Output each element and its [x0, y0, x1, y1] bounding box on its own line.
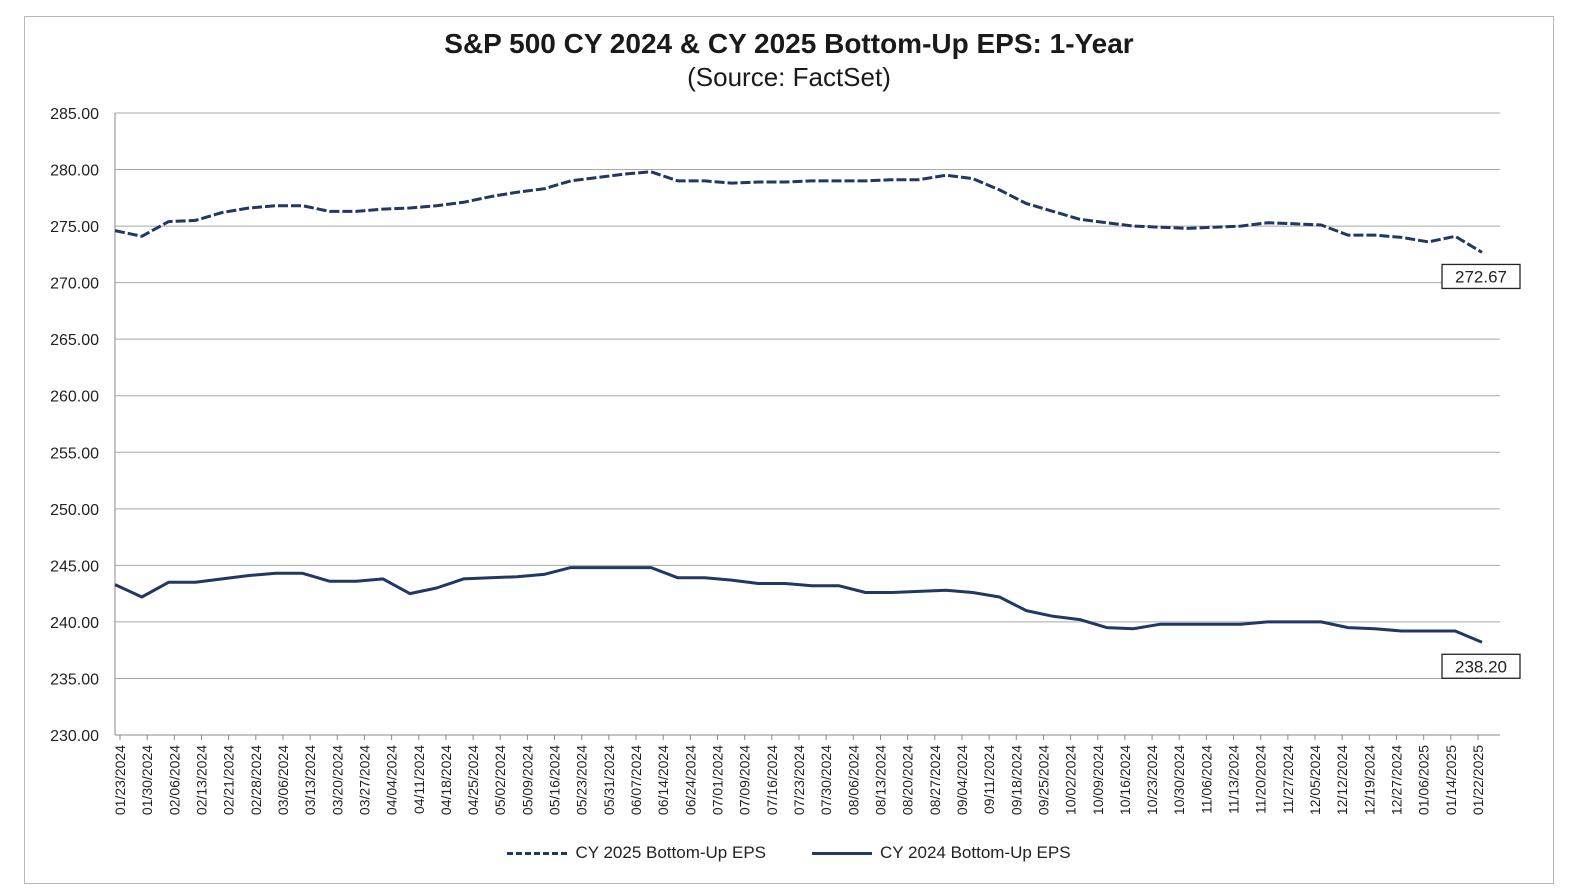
x-tick-label: 06/07/2024	[628, 745, 644, 815]
x-tick-label: 02/28/2024	[248, 745, 264, 815]
x-tick-label: 12/27/2024	[1389, 745, 1405, 815]
x-tick-label: 04/25/2024	[465, 745, 481, 815]
y-tick-label: 265.00	[50, 332, 99, 349]
x-tick-label: 05/31/2024	[601, 745, 617, 815]
legend-label-cy2024: CY 2024 Bottom-Up EPS	[880, 843, 1071, 862]
x-tick-label: 07/23/2024	[791, 745, 807, 815]
series-line-cy2025	[114, 170, 1483, 254]
y-tick-label: 235.00	[50, 671, 99, 688]
x-tick-label: 09/11/2024	[981, 745, 997, 814]
x-tick-label: 06/24/2024	[682, 745, 698, 815]
y-tick-label: 280.00	[50, 163, 99, 180]
x-tick-label: 02/21/2024	[221, 745, 237, 815]
x-tick-label: 10/16/2024	[1117, 745, 1133, 815]
x-tick-label: 11/13/2024	[1226, 745, 1242, 814]
x-tick-label: 12/05/2024	[1307, 745, 1323, 815]
end-label-box	[1441, 653, 1521, 679]
chart-frame	[24, 16, 1554, 884]
x-tick-label: 04/11/2024	[411, 745, 427, 814]
x-tick-label: 11/27/2024	[1280, 745, 1296, 814]
x-tick-label: 07/09/2024	[737, 745, 753, 815]
x-tick-label: 01/14/2025	[1443, 745, 1459, 815]
y-tick-label: 255.00	[50, 445, 99, 462]
x-tick-label: 08/13/2024	[872, 745, 888, 815]
y-tick-label: 240.00	[50, 615, 99, 632]
x-tick-label: 09/18/2024	[1008, 745, 1024, 815]
y-tick-label: 260.00	[50, 389, 99, 406]
x-tick-label: 05/23/2024	[574, 745, 590, 815]
chart-title: S&P 500 CY 2024 & CY 2025 Bottom-Up EPS:…	[444, 28, 1134, 59]
x-tick-label: 10/23/2024	[1144, 745, 1160, 815]
x-tick-label: 01/23/2024	[112, 745, 128, 815]
x-tick-label: 10/09/2024	[1090, 745, 1106, 815]
legend-item-cy2025: CY 2025 Bottom-Up EPS	[507, 843, 766, 863]
x-tick-label: 09/25/2024	[1035, 745, 1051, 815]
x-tick-label: 08/20/2024	[900, 745, 916, 815]
y-tick-label: 285.00	[50, 106, 99, 123]
y-tick-label: 230.00	[50, 728, 99, 745]
y-tick-label: 270.00	[50, 276, 99, 293]
x-tick-label: 03/27/2024	[356, 745, 372, 815]
x-tick-label: 04/04/2024	[384, 745, 400, 815]
x-tick-label: 02/06/2024	[166, 745, 182, 815]
x-tick-label: 04/18/2024	[438, 745, 454, 815]
x-tick-label: 05/02/2024	[492, 745, 508, 815]
x-tick-label: 07/16/2024	[764, 745, 780, 815]
x-tick-label: 08/06/2024	[845, 745, 861, 815]
series-line-cy2024	[114, 566, 1483, 644]
x-tick-label: 03/20/2024	[329, 745, 345, 815]
x-tick-label: 05/16/2024	[547, 745, 563, 815]
x-tick-label: 01/22/2025	[1470, 745, 1486, 815]
x-tick-label: 11/06/2024	[1198, 745, 1214, 814]
x-tick-label: 08/27/2024	[927, 745, 943, 815]
x-tick-label: 12/19/2024	[1361, 745, 1377, 815]
x-tick-label: 06/14/2024	[655, 745, 671, 815]
chart-legend: CY 2025 Bottom-Up EPS CY 2024 Bottom-Up …	[0, 843, 1578, 863]
legend-label-cy2025: CY 2025 Bottom-Up EPS	[575, 843, 766, 862]
x-tick-label: 02/13/2024	[193, 745, 209, 815]
y-tick-label: 275.00	[50, 219, 99, 236]
x-tick-label: 07/30/2024	[818, 745, 834, 815]
end-value-label: 272.67	[1455, 267, 1507, 286]
x-tick-label: 03/13/2024	[302, 745, 318, 815]
x-tick-label: 11/20/2024	[1253, 745, 1269, 814]
y-tick-label: 245.00	[50, 558, 99, 575]
legend-swatch-dashed	[507, 851, 568, 855]
x-tick-label: 12/12/2024	[1334, 745, 1350, 815]
end-label-box	[1441, 263, 1521, 290]
x-tick-label: 01/30/2024	[139, 745, 155, 815]
end-value-label: 238.20	[1455, 657, 1507, 676]
x-tick-label: 10/30/2024	[1171, 745, 1187, 815]
legend-swatch-solid	[812, 851, 872, 855]
y-tick-label: 250.00	[50, 502, 99, 519]
x-tick-label: 09/04/2024	[954, 745, 970, 815]
chart-subtitle: (Source: FactSet)	[687, 62, 891, 92]
x-tick-label: 05/09/2024	[519, 745, 535, 815]
x-tick-label: 01/06/2025	[1416, 745, 1432, 815]
legend-item-cy2024: CY 2024 Bottom-Up EPS	[812, 843, 1071, 863]
x-tick-label: 10/02/2024	[1063, 745, 1079, 815]
x-tick-label: 07/01/2024	[710, 745, 726, 815]
x-tick-label: 03/06/2024	[275, 745, 291, 815]
